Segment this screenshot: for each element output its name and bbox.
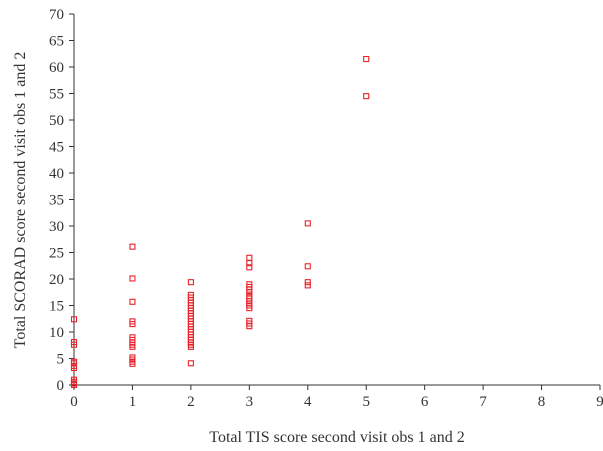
y-tick-label: 45 [49, 140, 64, 156]
y-tick-label: 65 [49, 34, 64, 50]
y-tick-label: 60 [49, 60, 64, 76]
y-tick-label: 20 [49, 272, 64, 288]
x-axis-title: Total TIS score second visit obs 1 and 2 [209, 429, 464, 446]
data-point [70, 339, 78, 346]
data-point [187, 291, 194, 298]
data-point [304, 282, 311, 289]
data-point [187, 360, 194, 367]
x-tick-label: 9 [596, 394, 603, 410]
data-point [246, 281, 253, 288]
data-point [363, 93, 370, 100]
data-point [129, 275, 136, 282]
data-point [129, 334, 136, 341]
y-tick-label: 5 [57, 352, 65, 368]
data-point [70, 316, 78, 323]
data-point [246, 317, 253, 324]
y-tick-label: 15 [49, 299, 64, 315]
data-point [129, 354, 136, 361]
y-tick-label: 25 [49, 246, 64, 262]
y-tick-label: 40 [49, 166, 64, 182]
y-axis-title: Total SCORAD score second visit obs 1 an… [12, 52, 29, 349]
y-tick-label: 70 [49, 7, 64, 23]
data-point [187, 279, 194, 286]
y-ticks: 0 5 10 15 20 25 30 35 40 45 50 55 60 65 70 [49, 7, 74, 394]
plot-axes [73, 14, 600, 386]
data-point [246, 264, 253, 271]
x-tick-label: 7 [479, 394, 487, 410]
data-point [363, 55, 370, 63]
x-tick-label: 6 [421, 394, 429, 410]
x-tick-label: 5 [362, 394, 370, 410]
x-ticks: 0 1 2 3 4 5 6 7 8 9 [70, 385, 603, 410]
x-tick-label: 0 [70, 394, 78, 410]
y-tick-label: 10 [49, 325, 64, 341]
x-tick-label: 1 [129, 394, 137, 410]
data-points [70, 55, 370, 389]
data-point [304, 279, 311, 286]
y-tick-label: 35 [49, 193, 64, 209]
data-point [70, 358, 78, 365]
x-tick-label: 2 [187, 394, 195, 410]
data-point [246, 292, 253, 300]
data-point [129, 318, 136, 325]
data-point [304, 220, 311, 227]
y-tick-label: 50 [49, 113, 64, 129]
y-tick-label: 0 [57, 378, 65, 394]
data-point [129, 298, 136, 305]
x-tick-label: 4 [304, 394, 312, 410]
x-tick-label: 3 [246, 394, 254, 410]
data-point [129, 243, 136, 250]
data-point [304, 263, 311, 270]
y-tick-label: 55 [49, 87, 64, 103]
x-tick-label: 8 [538, 394, 546, 410]
data-point [70, 376, 78, 383]
data-point [246, 254, 253, 261]
y-tick-label: 30 [49, 219, 64, 235]
